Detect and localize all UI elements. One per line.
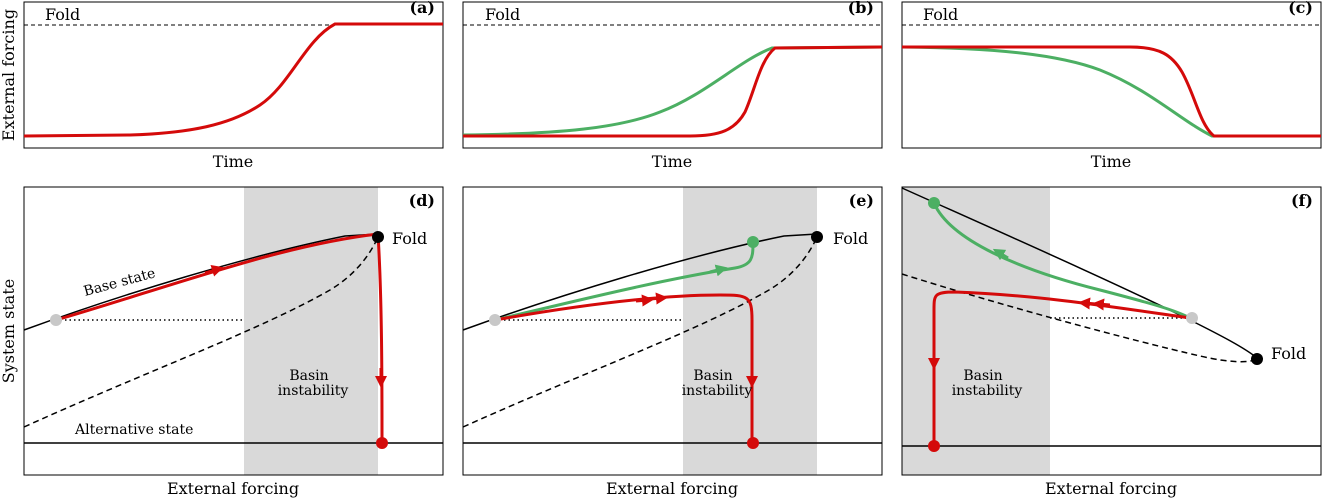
red-arrow bbox=[635, 294, 654, 307]
panel-b: Fold (b) Time bbox=[462, 0, 883, 171]
green-arrow bbox=[992, 248, 1009, 261]
red-arrow bbox=[1092, 298, 1111, 311]
panel-e-frame bbox=[462, 186, 883, 476]
fold-point bbox=[811, 231, 823, 243]
fold-label: Fold bbox=[923, 5, 958, 24]
xlabel: External forcing bbox=[1045, 479, 1177, 498]
top-ylabel: External forcing bbox=[0, 9, 18, 141]
panel-c-frame bbox=[901, 1, 1322, 149]
red-arrow bbox=[1078, 297, 1097, 310]
start-point bbox=[489, 314, 501, 326]
panel-d-frame bbox=[23, 186, 444, 476]
red-arrow bbox=[649, 292, 668, 305]
panel-tag: (d) bbox=[409, 191, 435, 210]
panel-d: Fold (d) Base state Alternative state Ba… bbox=[23, 186, 444, 498]
basin-label-line2: instability bbox=[952, 383, 1023, 399]
panel-c: Fold (c) Time bbox=[901, 0, 1322, 171]
panel-tag: (a) bbox=[409, 0, 435, 17]
fold-label: Fold bbox=[833, 229, 868, 248]
forcing-curve-green bbox=[901, 45, 1321, 138]
end-point bbox=[928, 440, 940, 452]
forcing-curve-red bbox=[463, 45, 883, 138]
unstable-branch bbox=[462, 236, 818, 428]
red-trajectory bbox=[932, 290, 1191, 446]
forcing-curve-red bbox=[23, 22, 443, 138]
alternative-state-label: Alternative state bbox=[74, 422, 193, 438]
end-point bbox=[376, 437, 388, 449]
basin-label-line1: Basin bbox=[693, 368, 732, 384]
start-point bbox=[50, 314, 62, 326]
base-state-label: Base state bbox=[82, 265, 157, 300]
unstable-branch bbox=[23, 236, 379, 428]
xlabel: Time bbox=[1091, 152, 1131, 171]
red-trajectory bbox=[494, 293, 754, 443]
green-arrow bbox=[709, 264, 728, 277]
fold-point bbox=[372, 231, 384, 243]
green-end-point bbox=[928, 197, 940, 209]
basin-instability-region bbox=[683, 187, 817, 475]
panel-tag: (f) bbox=[1291, 191, 1313, 210]
panel-a-frame bbox=[23, 1, 444, 149]
fold-label: Fold bbox=[392, 229, 427, 248]
fold-point bbox=[1251, 353, 1263, 365]
xlabel: Time bbox=[652, 152, 692, 171]
base-state-branch bbox=[23, 233, 379, 331]
red-arrow bbox=[204, 265, 224, 277]
panel-tag: (b) bbox=[848, 0, 874, 17]
forcing-curve-green bbox=[462, 45, 883, 137]
green-end-point bbox=[747, 236, 759, 248]
start-point bbox=[1186, 312, 1198, 324]
green-trajectory bbox=[494, 242, 755, 322]
panel-b-frame bbox=[462, 1, 883, 149]
panel-e: Fold (e) Basin instability External forc… bbox=[462, 186, 883, 498]
basin-label-line2: instability bbox=[278, 383, 349, 399]
base-state-branch bbox=[901, 187, 1258, 359]
panel-tag: (c) bbox=[1288, 0, 1313, 17]
fold-label: Fold bbox=[45, 5, 80, 24]
fold-label: Fold bbox=[1271, 344, 1306, 363]
panel-a: Fold (a) Time bbox=[23, 0, 444, 171]
panel-f-frame bbox=[901, 186, 1322, 476]
fold-label: Fold bbox=[485, 5, 520, 24]
forcing-curve-red bbox=[902, 45, 1321, 138]
panel-f: Fold (f) Basin instability External forc… bbox=[901, 186, 1322, 498]
panel-tag: (e) bbox=[849, 191, 874, 210]
bottom-ylabel: System state bbox=[0, 279, 18, 383]
basin-label-line1: Basin bbox=[963, 368, 1002, 384]
basin-instability-region bbox=[902, 187, 1050, 475]
unstable-branch bbox=[901, 273, 1258, 363]
xlabel: External forcing bbox=[167, 479, 299, 498]
basin-label-line2: instability bbox=[682, 383, 753, 399]
green-trajectory bbox=[932, 202, 1191, 320]
basin-instability-region bbox=[244, 187, 378, 475]
end-point bbox=[747, 437, 759, 449]
xlabel: Time bbox=[213, 152, 253, 171]
xlabel: External forcing bbox=[606, 479, 738, 498]
basin-label-line1: Basin bbox=[289, 368, 328, 384]
